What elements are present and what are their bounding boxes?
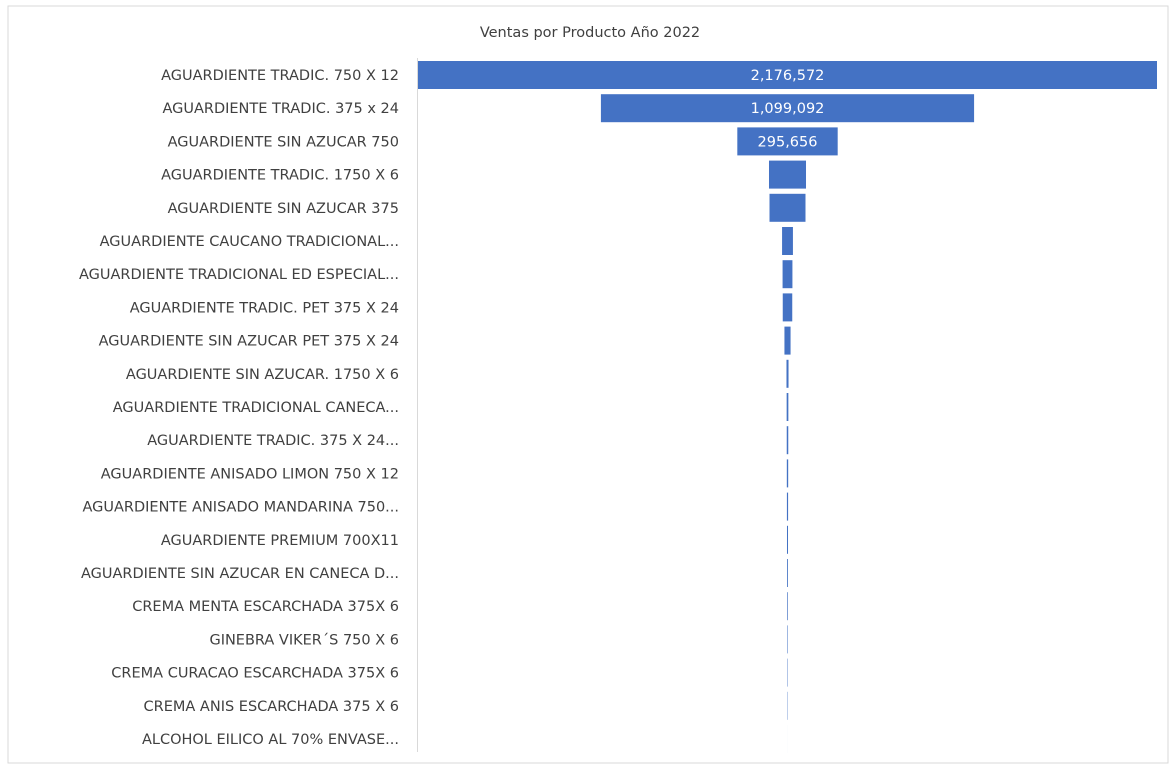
bar [787, 592, 788, 621]
data-label: 295,656 [758, 134, 818, 150]
category-label: AGUARDIENTE SIN AZUCAR 750 [168, 134, 399, 150]
bar [769, 193, 806, 222]
category-label: AGUARDIENTE ANISADO MANDARINA 750... [82, 500, 399, 516]
data-label: 1,099,092 [751, 101, 825, 117]
category-label: AGUARDIENTE SIN AZUCAR 375 [168, 201, 399, 217]
category-label: AGUARDIENTE TRADIC. 375 x 24 [162, 101, 399, 117]
data-label: 2,176,572 [751, 68, 825, 84]
bar [782, 227, 793, 255]
category-label: AGUARDIENTE PREMIUM 700X11 [161, 533, 399, 549]
bar [784, 326, 791, 355]
category-label: ALCOHOL EILICO AL 70% ENVASE... [142, 732, 399, 748]
category-label: AGUARDIENTE SIN AZUCAR PET 375 X 24 [99, 334, 399, 350]
category-label: AGUARDIENTE TRADIC. 750 X 12 [161, 68, 399, 84]
category-label: AGUARDIENTE SIN AZUCAR EN CANECA D... [81, 566, 399, 582]
bar [786, 359, 789, 388]
bar [600, 94, 975, 123]
bar [786, 426, 789, 455]
chart-frame [7, 5, 1169, 764]
category-label: AGUARDIENTE CAUCANO TRADICIONAL... [100, 234, 399, 250]
bar [786, 492, 789, 521]
bar [418, 61, 1157, 89]
bar [787, 559, 788, 587]
chart-title: Ventas por Producto Año 2022 [480, 25, 700, 41]
bar [782, 293, 793, 322]
category-label: AGUARDIENTE TRADIC. 1750 X 6 [161, 168, 399, 184]
category-label: CREMA MENTA ESCARCHADA 375X 6 [132, 599, 399, 615]
category-label: AGUARDIENTE TRADICIONAL ED ESPECIAL... [79, 267, 399, 283]
category-label: GINEBRA VIKER´S 750 X 6 [209, 632, 399, 648]
bar [782, 260, 793, 289]
bar [786, 393, 789, 421]
bar [786, 459, 789, 488]
category-label: CREMA ANIS ESCARCHADA 375 X 6 [144, 699, 399, 715]
category-label: AGUARDIENTE TRADIC. PET 375 X 24 [130, 300, 399, 316]
category-label: AGUARDIENTE TRADICIONAL CANECA... [113, 400, 399, 416]
bar [768, 160, 807, 189]
category-label: AGUARDIENTE SIN AZUCAR. 1750 X 6 [126, 367, 399, 383]
category-label: CREMA CURACAO ESCARCHADA 375X 6 [111, 666, 399, 682]
category-label: AGUARDIENTE ANISADO LIMON 750 X 12 [101, 466, 399, 482]
bar [786, 525, 789, 554]
bar [787, 625, 788, 654]
bar [737, 127, 838, 156]
category-label: AGUARDIENTE TRADIC. 375 X 24... [147, 433, 399, 449]
